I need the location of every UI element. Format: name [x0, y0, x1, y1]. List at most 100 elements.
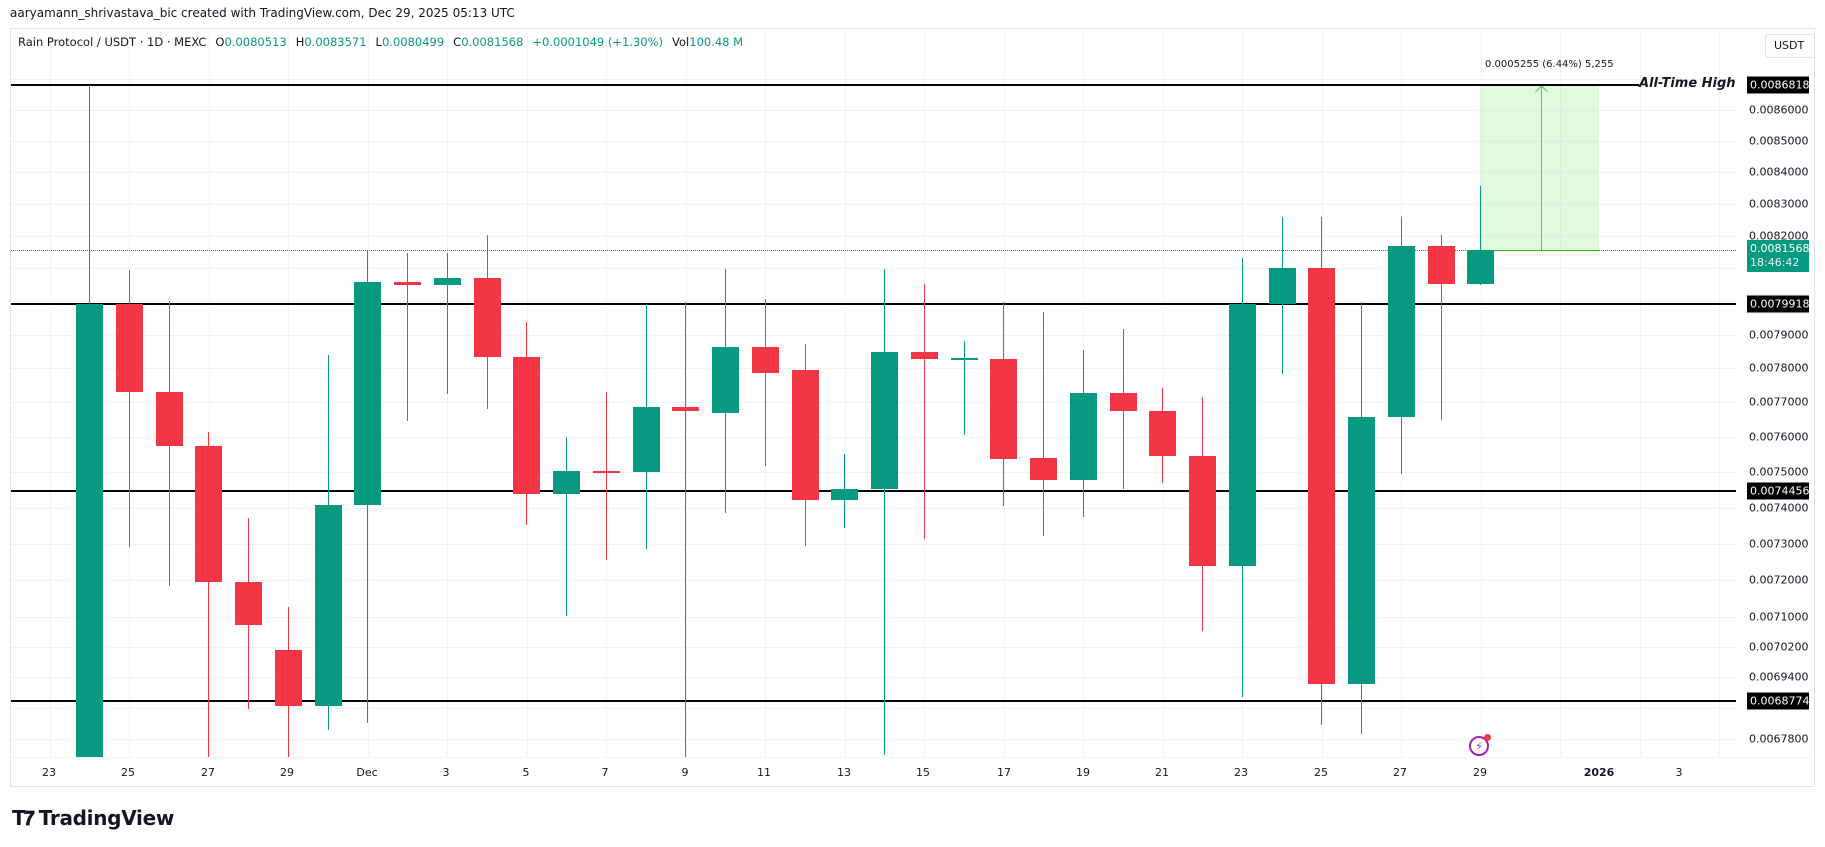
time-tick-label: 9 [681, 766, 689, 779]
time-tick-label: 25 [1314, 766, 1328, 779]
time-axis[interactable]: 23 25 27 29 Dec 3 5 7 9 11 13 15 17 19 21 23 25 27 29 2026 3 [11, 758, 1736, 786]
candle-body[interactable] [553, 471, 581, 495]
lightning-icon: ⚡ [1475, 739, 1483, 753]
grid-line-horizontal [11, 79, 1736, 81]
support-resistance-line[interactable] [11, 303, 1736, 306]
grid-line-vertical [1719, 29, 1721, 757]
tradingview-logo-icon: T𝟕 [12, 806, 35, 830]
high-label: H [295, 35, 305, 49]
candle-wick [764, 299, 766, 467]
grid-line-horizontal [11, 580, 1736, 582]
grid-line-horizontal [11, 268, 1736, 270]
symbol-title[interactable]: Rain Protocol / USDT · 1D · MEXC [18, 35, 207, 49]
time-tick-label: 29 [1473, 766, 1487, 779]
price-tick-label: 0.0076000 [1749, 430, 1809, 444]
candle-body[interactable] [1348, 416, 1376, 684]
time-tick-label: 3 [1675, 766, 1683, 779]
grid-line-vertical [685, 29, 687, 757]
candle-body[interactable] [712, 347, 740, 413]
candle-body[interactable] [592, 471, 620, 474]
time-tick-label: 27 [201, 766, 215, 779]
time-tick-label: 13 [837, 766, 851, 779]
grid-line-horizontal [11, 203, 1736, 205]
candle-body[interactable] [394, 281, 422, 285]
candle-body[interactable] [314, 505, 342, 706]
time-tick-label: 11 [757, 766, 771, 779]
price-projection-box[interactable] [1480, 84, 1599, 250]
grid-line-vertical [844, 29, 846, 757]
candle-body[interactable] [672, 406, 700, 412]
candle-wick [128, 270, 130, 548]
time-tick-label: Dec [356, 766, 378, 779]
candle-body[interactable] [513, 356, 541, 495]
low-value: 0.0080499 [381, 35, 445, 49]
candle-body[interactable] [950, 358, 978, 361]
candle-body[interactable] [1069, 392, 1097, 480]
grid-line-horizontal [11, 543, 1736, 545]
support-resistance-line[interactable] [11, 490, 1736, 493]
all-time-high-line[interactable] [11, 83, 1639, 86]
price-axis[interactable]: 0.0086000 0.0085000 0.0084000 0.0083000 0.00… [1736, 29, 1814, 757]
grid-line-vertical [1162, 29, 1164, 757]
candle-body[interactable] [473, 278, 501, 357]
candle-body[interactable] [1149, 411, 1177, 456]
candle-body[interactable] [990, 358, 1018, 460]
time-tick-label: 23 [42, 766, 56, 779]
price-tick-label: 0.0070200 [1749, 640, 1809, 654]
candle-body[interactable] [910, 351, 938, 359]
candle-body[interactable] [1308, 268, 1336, 684]
price-tick-label: 0.0069400 [1749, 670, 1809, 684]
currency-selector-button[interactable]: USDT [1765, 34, 1814, 58]
change-value: +0.0001049 (+1.30%) [532, 35, 664, 49]
grid-line-vertical [1639, 29, 1641, 757]
grid-line-vertical [924, 29, 926, 757]
current-price-badge: 0.0081568 18:46:42 [1747, 240, 1810, 272]
price-tick-label: 0.0082000 [1749, 229, 1809, 243]
candle-wick [1480, 185, 1482, 285]
chart-container[interactable]: 0.0005255 (6.44%) 5,255 All-Time High - … [10, 28, 1815, 787]
level-price-badge: 0.0074456 [1747, 482, 1810, 500]
candle-body[interactable] [433, 278, 461, 285]
candle-body[interactable] [791, 370, 819, 500]
grid-line-vertical [765, 29, 767, 757]
candle-body[interactable] [76, 304, 104, 757]
lightning-event-icon[interactable]: ⚡ [1469, 734, 1491, 756]
candle-body[interactable] [751, 347, 779, 374]
candle-body[interactable] [1467, 250, 1495, 285]
candle-body[interactable] [1030, 458, 1058, 480]
candle-body[interactable] [1268, 268, 1296, 305]
candle-wick [1043, 311, 1045, 536]
low-label: L [375, 35, 382, 49]
grid-line-vertical [1480, 29, 1482, 757]
candle-body[interactable] [1189, 455, 1217, 566]
candle-body[interactable] [274, 650, 302, 706]
candle-body[interactable] [235, 581, 263, 625]
support-resistance-line[interactable] [11, 700, 1736, 703]
time-tick-label: 27 [1393, 766, 1407, 779]
open-value: 0.0080513 [224, 35, 287, 49]
price-tick-label: 0.0071000 [1749, 610, 1809, 624]
candle-body[interactable] [1387, 246, 1415, 417]
candle-body[interactable] [871, 351, 899, 489]
candle-body[interactable] [195, 445, 223, 582]
time-tick-label: 7 [601, 766, 609, 779]
candle-body[interactable] [155, 391, 183, 446]
close-value: 0.0081568 [461, 35, 524, 49]
candle-body[interactable] [632, 406, 660, 473]
grid-line-horizontal [11, 334, 1736, 336]
price-pane[interactable]: 0.0005255 (6.44%) 5,255 All-Time High - … [11, 29, 1736, 757]
time-tick-label: 3 [442, 766, 450, 779]
candle-body[interactable] [831, 488, 859, 500]
candle-body[interactable] [1109, 392, 1137, 412]
candle-body[interactable] [115, 304, 143, 392]
price-tick-label: 0.0083000 [1749, 197, 1809, 211]
grid-line-vertical [447, 29, 449, 757]
current-price-value: 0.0081568 [1750, 242, 1810, 255]
candle-body[interactable] [1427, 246, 1455, 285]
candle-body[interactable] [1228, 304, 1256, 566]
grid-line-horizontal [11, 708, 1736, 710]
all-time-high-label: All-Time High - [1639, 75, 1736, 91]
grid-line-vertical [606, 29, 608, 757]
candle-body[interactable] [354, 281, 382, 506]
price-tick-label: 0.0079000 [1749, 328, 1809, 342]
